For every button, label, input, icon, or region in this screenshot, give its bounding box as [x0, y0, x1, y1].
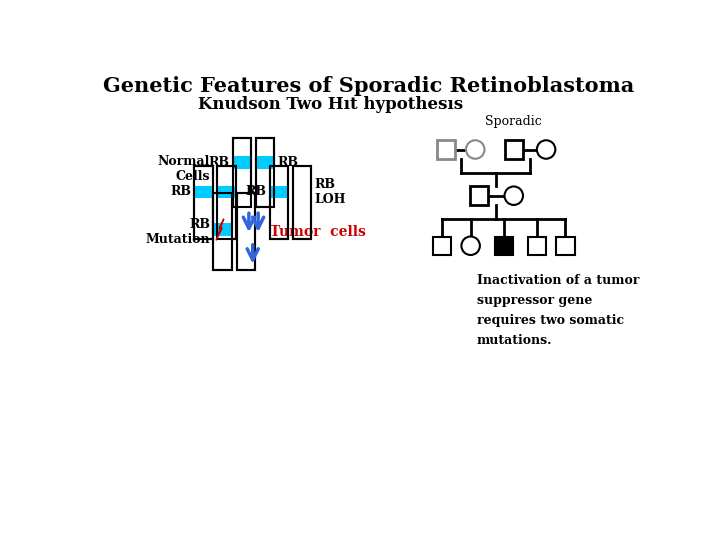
Text: RB: RB: [277, 156, 298, 169]
Ellipse shape: [505, 186, 523, 205]
Text: RB: RB: [170, 185, 191, 198]
Bar: [194, 166, 212, 239]
Text: Knudson Two Hıt hypothesıs: Knudson Two Hıt hypothesıs: [198, 96, 463, 113]
Bar: [194, 186, 212, 198]
Text: Inactivation of a tumor
suppressor gene
requires two somatic
mutations.: Inactivation of a tumor suppressor gene …: [477, 274, 639, 347]
Bar: [495, 237, 513, 255]
Bar: [233, 138, 251, 207]
Bar: [470, 186, 488, 205]
Text: RB
Mutation: RB Mutation: [145, 218, 210, 246]
Bar: [256, 138, 274, 207]
Bar: [213, 224, 232, 236]
Bar: [293, 166, 311, 239]
Bar: [194, 166, 212, 239]
Bar: [237, 193, 255, 271]
Bar: [270, 166, 288, 239]
Text: Tumor  cells: Tumor cells: [271, 225, 366, 239]
Bar: [233, 157, 251, 168]
Bar: [433, 237, 451, 255]
Text: RB: RB: [209, 156, 230, 169]
Text: RB
LOH: RB LOH: [315, 178, 346, 206]
Bar: [233, 138, 251, 207]
Bar: [237, 193, 255, 271]
Bar: [256, 138, 274, 207]
Bar: [556, 237, 575, 255]
Bar: [217, 186, 235, 198]
Bar: [528, 237, 546, 255]
Bar: [213, 193, 232, 271]
Bar: [270, 186, 288, 198]
Text: Genetic Features of Sporadic Retinoblastoma: Genetic Features of Sporadic Retinoblast…: [104, 76, 634, 96]
Polygon shape: [216, 219, 224, 240]
Bar: [505, 140, 523, 159]
Ellipse shape: [466, 140, 485, 159]
Bar: [217, 166, 235, 239]
Bar: [293, 166, 311, 239]
Bar: [437, 140, 455, 159]
Text: Normal
Cells: Normal Cells: [157, 155, 210, 183]
Text: Sporadic: Sporadic: [485, 115, 542, 128]
Bar: [270, 166, 288, 239]
Ellipse shape: [537, 140, 555, 159]
Bar: [256, 157, 274, 168]
Ellipse shape: [462, 237, 480, 255]
Text: RB: RB: [246, 185, 266, 198]
Bar: [217, 166, 235, 239]
Bar: [213, 193, 232, 271]
